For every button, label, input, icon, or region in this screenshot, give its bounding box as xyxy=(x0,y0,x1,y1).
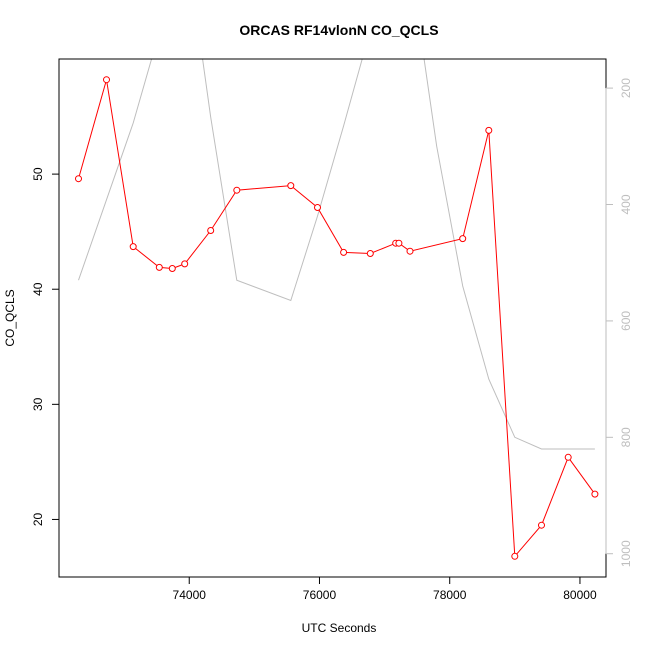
y-tick-label: 20 xyxy=(31,512,45,526)
y-axis-right: 200 400 600 800 1000 xyxy=(605,78,633,567)
data-point xyxy=(314,204,321,211)
data-point xyxy=(395,239,403,247)
plot-frame xyxy=(58,58,607,578)
data-point xyxy=(168,265,176,272)
y2-tick-label: 800 xyxy=(619,427,633,447)
data-point xyxy=(103,76,110,84)
x-tick-label: 80000 xyxy=(563,588,597,602)
data-point xyxy=(340,248,348,256)
secondary-series-line xyxy=(78,59,595,450)
x-tick-label: 76000 xyxy=(303,588,337,602)
data-point xyxy=(181,260,189,268)
y2-tick-label: 600 xyxy=(619,311,633,331)
data-point xyxy=(459,235,467,243)
y2-tick-label: 1000 xyxy=(619,540,633,567)
data-point xyxy=(287,182,295,190)
data-point xyxy=(75,175,82,183)
y-tick-label: 40 xyxy=(31,282,45,296)
data-point xyxy=(538,521,545,529)
x-tick-label: 78000 xyxy=(433,588,467,602)
data-point xyxy=(233,186,241,194)
y-tick-label: 30 xyxy=(31,397,45,411)
data-point xyxy=(511,552,519,560)
x-axis-label: UTC Seconds xyxy=(302,621,377,635)
data-point xyxy=(129,243,137,251)
y-tick-label: 50 xyxy=(31,167,45,181)
x-tick-label: 74000 xyxy=(173,588,207,602)
y-axis-label: CO_QCLS xyxy=(3,289,17,346)
y2-tick-label: 200 xyxy=(619,78,633,98)
data-point xyxy=(366,250,374,257)
secondary-series-layer xyxy=(78,59,595,450)
y2-tick-label: 400 xyxy=(619,194,633,214)
data-point xyxy=(207,227,215,234)
y-axis-left: 20 30 40 50 xyxy=(31,167,60,526)
data-point xyxy=(155,263,163,271)
x-axis: 74000 76000 78000 80000 xyxy=(173,576,597,602)
data-point xyxy=(406,247,414,255)
data-point xyxy=(564,453,572,461)
data-point xyxy=(485,126,493,134)
data-point xyxy=(591,490,599,498)
primary-series-layer xyxy=(75,76,599,560)
chart-title: ORCAS RF14vlonN CO_QCLS xyxy=(239,22,438,38)
